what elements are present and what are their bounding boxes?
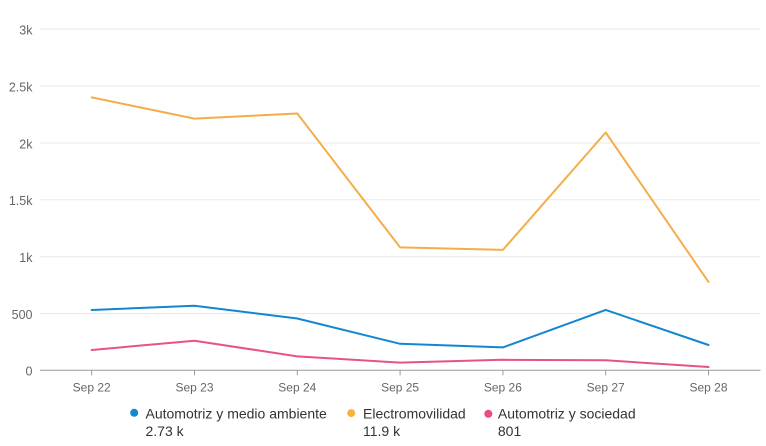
svg-text:11.9 k: 11.9 k — [363, 423, 401, 439]
svg-text:Sep 22: Sep 22 — [73, 381, 111, 395]
svg-text:Automotriz y medio ambiente: Automotriz y medio ambiente — [146, 406, 328, 422]
svg-text:Sep 27: Sep 27 — [587, 381, 625, 395]
svg-text:Electromovilidad: Electromovilidad — [363, 406, 466, 422]
svg-text:500: 500 — [12, 308, 33, 322]
svg-text:Sep 24: Sep 24 — [278, 381, 316, 395]
svg-text:Automotriz y sociedad: Automotriz y sociedad — [498, 406, 636, 422]
svg-text:3k: 3k — [19, 23, 33, 37]
svg-text:0: 0 — [26, 365, 33, 379]
svg-text:1.5k: 1.5k — [9, 194, 33, 208]
svg-text:801: 801 — [498, 423, 522, 439]
svg-text:1k: 1k — [19, 251, 33, 265]
svg-text:2.73 k: 2.73 k — [146, 423, 185, 439]
svg-text:Sep 25: Sep 25 — [381, 381, 419, 395]
svg-text:Sep 23: Sep 23 — [175, 381, 213, 395]
svg-text:Sep 26: Sep 26 — [484, 381, 522, 395]
svg-text:2k: 2k — [19, 137, 33, 151]
svg-text:2.5k: 2.5k — [9, 80, 33, 94]
svg-text:Sep 28: Sep 28 — [689, 381, 727, 395]
